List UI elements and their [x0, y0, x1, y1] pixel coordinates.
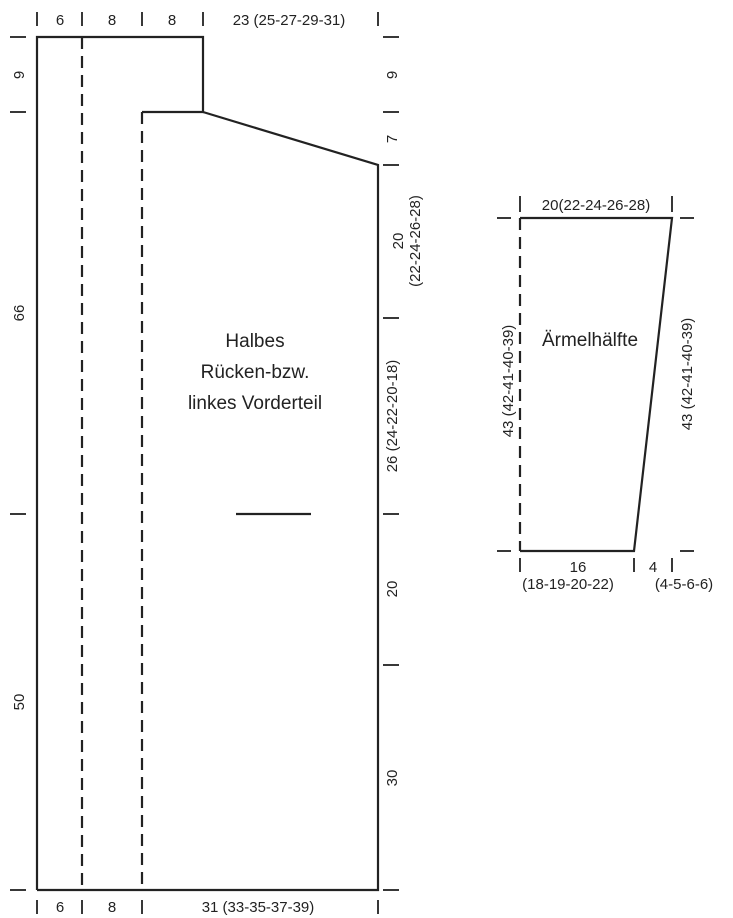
back-piece-title-line-1: Halbes	[225, 331, 284, 352]
back-bottom-width-1: 6	[56, 899, 64, 916]
sleeve-top-ticks	[497, 196, 694, 219]
back-bottom-ticks	[36, 900, 379, 914]
sleeve-bottom-width-2-sizes: (4-5-6-6)	[655, 576, 713, 593]
back-left-height-1: 9	[11, 71, 28, 79]
back-bottom-width-3: 31 (33-35-37-39)	[202, 899, 315, 916]
back-left-height-3: 50	[11, 694, 28, 711]
back-piece-title-line-3: linkes Vorderteil	[188, 393, 322, 414]
back-right-height-5: 20	[384, 581, 401, 598]
back-left-ticks	[10, 36, 26, 891]
back-bottom-width-2: 8	[108, 899, 116, 916]
sleeve-bottom-width-2: 4	[649, 559, 657, 576]
back-piece-outline	[35, 35, 380, 892]
back-right-height-2: 7	[384, 135, 401, 143]
sleeve-bottom-width-1: 16	[570, 559, 587, 576]
back-piece-title-line-2: Rücken-bzw.	[201, 362, 310, 383]
back-right-height-6: 30	[384, 770, 401, 787]
back-top-width-1: 6	[56, 12, 64, 29]
sleeve-right-height: 43 (42-41-40-39)	[679, 318, 696, 431]
back-top-width-3: 8	[168, 12, 176, 29]
sleeve-bottom-ticks	[497, 550, 694, 572]
sleeve-top-width: 20(22-24-26-28)	[542, 197, 650, 214]
sleeve-left-height: 43 (42-41-40-39)	[500, 325, 517, 438]
back-right-height-1: 9	[384, 71, 401, 79]
back-top-width-2: 8	[108, 12, 116, 29]
back-top-ticks	[36, 12, 379, 26]
back-right-height-3-sizes: (22-24-26-28)	[407, 195, 424, 287]
sleeve-title: Ärmelhälfte	[542, 330, 638, 351]
sleeve-outline	[518, 216, 674, 553]
back-top-width-4: 23 (25-27-29-31)	[233, 12, 346, 29]
back-left-height-2: 66	[11, 305, 28, 322]
back-right-height-4: 26 (24-22-20-18)	[384, 360, 401, 473]
sleeve-bottom-width-1-sizes: (18-19-20-22)	[522, 576, 614, 593]
back-right-ticks	[383, 36, 399, 891]
back-right-height-3: 20	[390, 233, 407, 250]
